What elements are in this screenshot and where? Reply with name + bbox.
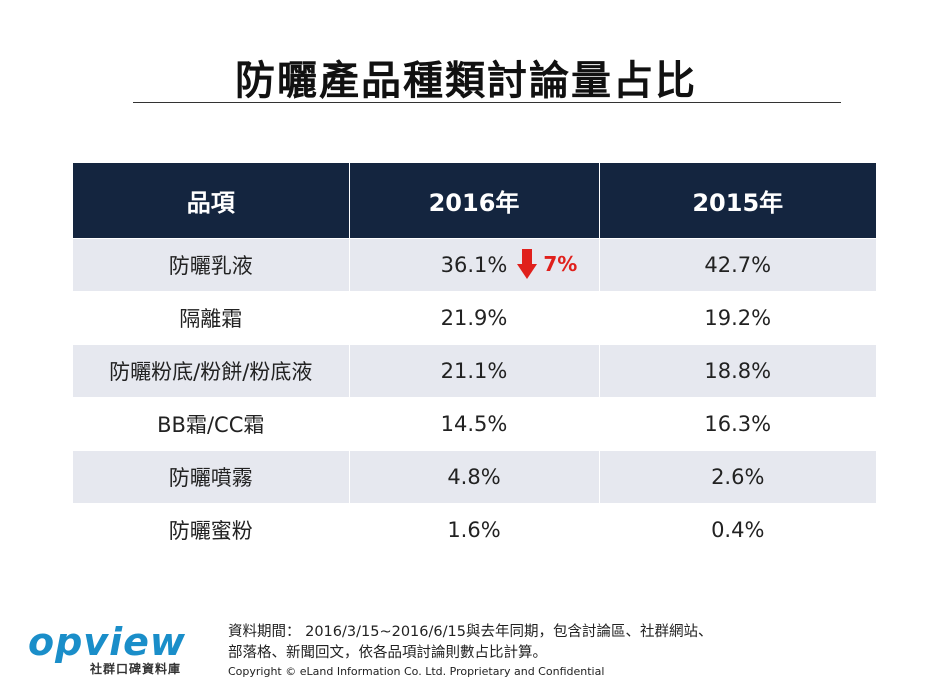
value-2016-cell: 21.1%	[349, 344, 600, 398]
value-2016-cell: 14.5%	[349, 397, 600, 451]
header-item: 品項	[73, 163, 350, 239]
down-arrow-icon	[517, 249, 538, 279]
table-row: 防曬噴霧 4.8% 2.6%	[73, 450, 876, 504]
header-2015: 2015年	[599, 163, 876, 239]
table-row: BB霜/CC霜 14.5% 16.3%	[73, 397, 876, 451]
table-row: 防曬粉底/粉餅/粉底液 21.1% 18.8%	[73, 344, 876, 398]
header-2016: 2016年	[349, 163, 600, 239]
footnote-line-2: 部落格、新聞回文，依各品項討論則數占比計算。	[228, 645, 547, 661]
table-row: 隔離霜 21.9% 19.2%	[73, 291, 876, 345]
value-2015-cell: 18.8%	[599, 344, 876, 398]
footnote: 資料期間： 2016/3/15~2016/6/15與去年同期，包含討論區、社群網…	[228, 622, 918, 664]
value-2016-cell: 36.1% 7%	[349, 238, 600, 292]
logo-wordmark: opview	[28, 620, 186, 664]
change-value: 7%	[543, 252, 578, 276]
value-2015-cell: 0.4%	[599, 503, 876, 556]
value-2015-cell: 19.2%	[599, 291, 876, 345]
value-2016-cell: 1.6%	[349, 503, 600, 556]
value-2016-cell: 4.8%	[349, 450, 600, 504]
title-divider	[133, 102, 841, 103]
copyright-notice: Copyright © eLand Information Co. Ltd. P…	[228, 665, 605, 678]
table-row: 防曬蜜粉 1.6% 0.4%	[73, 503, 876, 556]
page-title: 防曬產品種類討論量占比	[235, 58, 697, 104]
item-cell: 防曬粉底/粉餅/粉底液	[73, 344, 350, 398]
value-2016-cell: 21.9%	[349, 291, 600, 345]
opview-logo: opview 社群口碑資料庫	[28, 622, 198, 677]
item-cell: 防曬蜜粉	[73, 503, 350, 556]
value-2015-cell: 2.6%	[599, 450, 876, 504]
item-cell: 防曬乳液	[73, 238, 350, 292]
table-header-row: 品項 2016年 2015年	[73, 163, 876, 239]
footnote-line-1: 資料期間： 2016/3/15~2016/6/15與去年同期，包含討論區、社群網…	[228, 624, 713, 640]
change-indicator: 7%	[517, 249, 577, 279]
table-row: 防曬乳液 36.1% 7% 42.7%	[73, 238, 876, 292]
item-cell: 隔離霜	[73, 291, 350, 345]
value-2015-cell: 16.3%	[599, 397, 876, 451]
item-cell: 防曬噴霧	[73, 450, 350, 504]
data-table: 品項 2016年 2015年 防曬乳液 36.1% 7%	[73, 163, 876, 556]
value-2016: 36.1%	[440, 253, 508, 277]
value-2015-cell: 42.7%	[599, 238, 876, 292]
item-cell: BB霜/CC霜	[73, 397, 350, 451]
logo-subtitle: 社群口碑資料庫	[90, 662, 182, 676]
